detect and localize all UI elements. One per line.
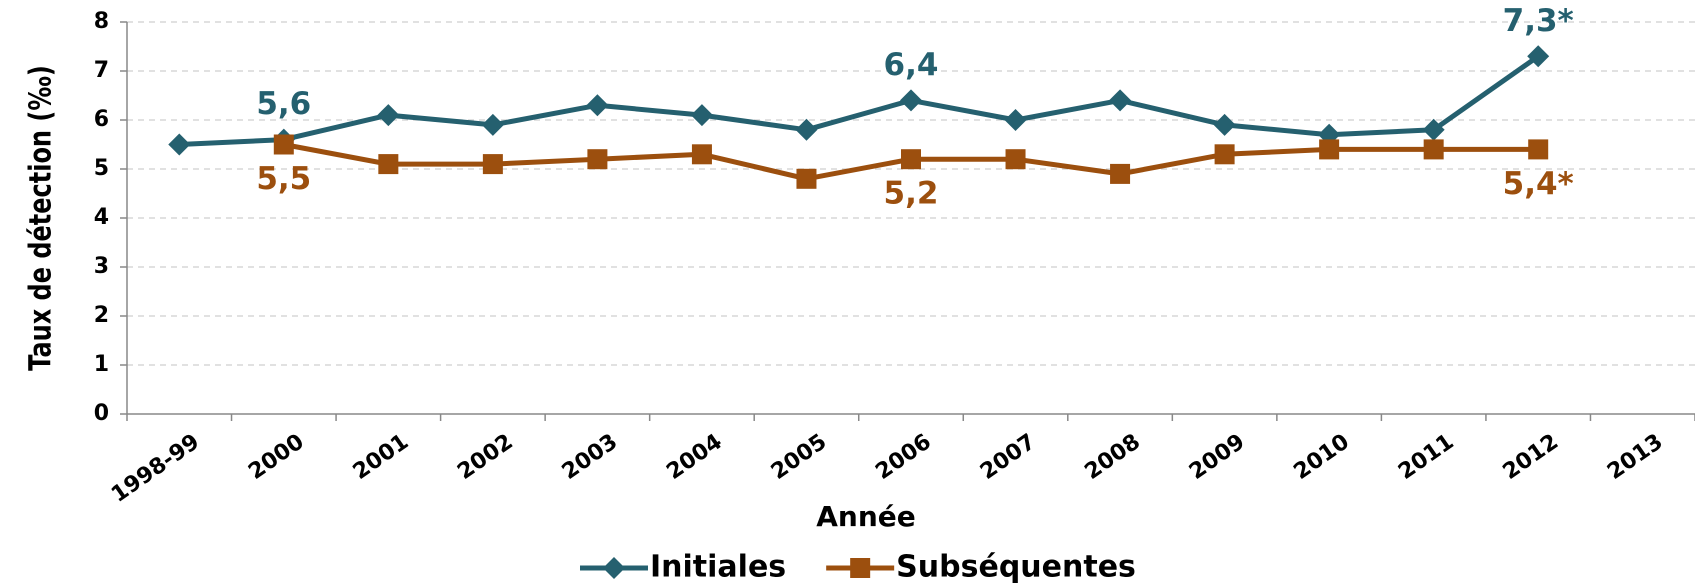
x-tick-label: 2010 — [1290, 429, 1354, 485]
x-tick-label: 2003 — [558, 429, 622, 485]
x-tick-label: 2004 — [662, 429, 726, 485]
point — [1109, 89, 1132, 112]
y-tick-label: 3 — [94, 254, 109, 279]
point — [1004, 109, 1027, 131]
data-label: 5,5 — [256, 161, 311, 197]
point — [481, 113, 504, 136]
point — [1528, 139, 1549, 160]
point — [1005, 149, 1026, 170]
x-tick-label: 2005 — [767, 429, 831, 485]
point — [378, 154, 399, 175]
x-tick-label: 2012 — [1499, 429, 1563, 485]
data-label: 7,3* — [1503, 3, 1574, 39]
point — [273, 134, 294, 155]
y-axis-title: Taux de détection (‰) — [24, 65, 58, 371]
data-label: 5,2 — [884, 176, 939, 212]
y-tick-label: 7 — [94, 58, 109, 83]
series-line — [179, 54, 1540, 147]
x-tick-label: 2000 — [244, 429, 308, 485]
y-tick-label: 1 — [94, 352, 109, 377]
point — [690, 104, 713, 127]
x-tick-label: 2013 — [1603, 429, 1667, 485]
point — [168, 133, 191, 156]
x-tick-label: 1998-99 — [107, 429, 204, 507]
point — [587, 149, 608, 170]
data-label: 5,6 — [256, 86, 311, 122]
y-tick-label: 6 — [94, 107, 109, 132]
point — [1422, 118, 1445, 141]
data-label: 5,4* — [1503, 166, 1574, 202]
x-tick-label: 2009 — [1185, 429, 1249, 485]
point — [1527, 45, 1550, 68]
point — [795, 118, 818, 141]
point — [691, 144, 712, 165]
point — [900, 89, 922, 112]
x-tick-label: 2011 — [1394, 429, 1458, 485]
y-tick-label: 8 — [94, 9, 109, 34]
y-tick-label: 5 — [94, 156, 109, 181]
legend-marker — [850, 558, 871, 578]
point — [796, 168, 817, 189]
x-tick-label: 2007 — [976, 429, 1040, 485]
x-axis-title: Année — [816, 500, 916, 533]
point — [1319, 139, 1340, 160]
x-tick-label: 2002 — [453, 429, 517, 485]
x-tick-label: 2008 — [1080, 429, 1144, 485]
point — [377, 104, 400, 127]
point — [482, 154, 503, 175]
x-tick-label: 2001 — [349, 429, 413, 485]
legend-marker — [603, 557, 625, 579]
x-tick-label: 2006 — [871, 429, 935, 485]
data-label: 6,4 — [884, 47, 939, 83]
point — [586, 94, 609, 117]
y-tick-label: 4 — [94, 205, 109, 230]
point — [901, 149, 921, 170]
point — [1214, 144, 1235, 165]
point — [1213, 113, 1236, 136]
y-tick-label: 0 — [94, 401, 109, 426]
point — [1110, 163, 1131, 184]
point — [1423, 139, 1444, 160]
legend-label: Subséquentes — [896, 550, 1136, 585]
legend-label: Initiales — [650, 550, 786, 585]
y-tick-label: 2 — [94, 303, 109, 328]
